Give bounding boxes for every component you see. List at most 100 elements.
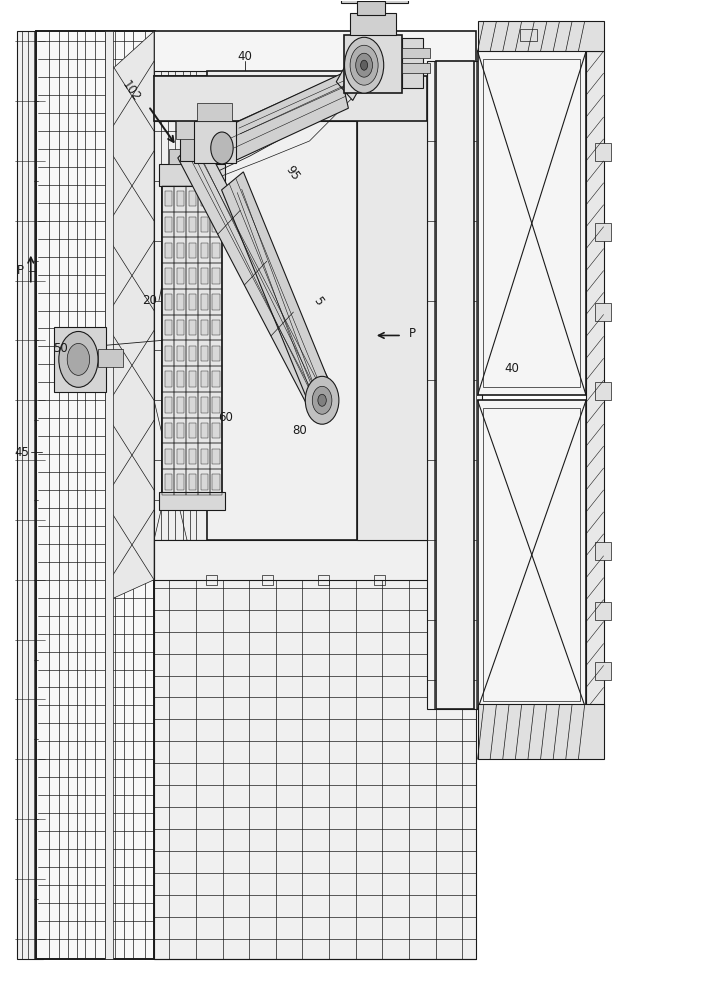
- Bar: [174, 366, 186, 392]
- Bar: [176, 474, 184, 490]
- Bar: [176, 320, 184, 335]
- Circle shape: [59, 331, 98, 387]
- Bar: [483, 59, 581, 387]
- Circle shape: [312, 386, 332, 414]
- Bar: [162, 263, 174, 289]
- Bar: [436, 61, 474, 709]
- Bar: [198, 263, 210, 289]
- Polygon shape: [110, 31, 154, 600]
- Text: 60: 60: [219, 411, 233, 424]
- Bar: [212, 191, 219, 206]
- Bar: [200, 474, 207, 490]
- Bar: [595, 602, 611, 620]
- Bar: [186, 289, 198, 315]
- Bar: [186, 340, 198, 366]
- Bar: [176, 243, 184, 258]
- Bar: [162, 212, 174, 237]
- Text: 40: 40: [238, 50, 252, 63]
- Bar: [477, 400, 586, 709]
- Circle shape: [344, 37, 384, 93]
- Bar: [212, 474, 219, 490]
- Bar: [165, 346, 172, 361]
- Bar: [586, 51, 604, 709]
- Bar: [198, 443, 210, 469]
- Bar: [188, 191, 195, 206]
- Bar: [162, 315, 174, 340]
- Polygon shape: [232, 185, 321, 396]
- Bar: [357, 1, 385, 15]
- Bar: [212, 397, 219, 413]
- Bar: [186, 418, 198, 443]
- Bar: [174, 186, 186, 212]
- Bar: [105, 31, 113, 959]
- Bar: [198, 340, 210, 366]
- Polygon shape: [37, 31, 155, 959]
- Bar: [210, 289, 222, 315]
- Bar: [174, 418, 186, 443]
- Bar: [188, 294, 195, 310]
- Bar: [210, 315, 222, 340]
- Bar: [200, 191, 207, 206]
- Bar: [520, 29, 537, 41]
- Bar: [186, 263, 198, 289]
- Bar: [210, 469, 222, 495]
- Bar: [176, 423, 184, 438]
- Bar: [174, 237, 186, 263]
- Bar: [344, 35, 402, 93]
- Bar: [188, 346, 195, 361]
- Bar: [198, 366, 210, 392]
- Bar: [174, 315, 186, 340]
- Bar: [186, 469, 198, 495]
- Bar: [198, 186, 210, 212]
- Bar: [162, 289, 174, 315]
- Bar: [595, 303, 611, 320]
- Bar: [200, 371, 207, 387]
- Bar: [188, 371, 195, 387]
- Bar: [162, 340, 174, 366]
- Bar: [162, 237, 174, 263]
- Bar: [176, 449, 184, 464]
- Bar: [200, 243, 207, 258]
- Circle shape: [305, 376, 339, 424]
- Bar: [200, 449, 207, 464]
- Bar: [162, 469, 174, 495]
- Bar: [188, 217, 195, 232]
- Text: 45: 45: [15, 446, 30, 459]
- Bar: [198, 237, 210, 263]
- Bar: [212, 320, 219, 335]
- Bar: [210, 443, 222, 469]
- Bar: [212, 371, 219, 387]
- Bar: [200, 423, 207, 438]
- Bar: [174, 469, 186, 495]
- Bar: [194, 121, 236, 163]
- Bar: [176, 191, 184, 206]
- Bar: [198, 392, 210, 418]
- Bar: [207, 71, 357, 540]
- Bar: [402, 48, 430, 58]
- Bar: [154, 76, 427, 121]
- Bar: [427, 61, 482, 709]
- Bar: [210, 212, 222, 237]
- Bar: [350, 13, 396, 35]
- Bar: [402, 38, 423, 88]
- Bar: [186, 186, 198, 212]
- Bar: [174, 340, 186, 366]
- Bar: [210, 186, 222, 212]
- Bar: [169, 149, 215, 164]
- Bar: [162, 392, 174, 418]
- Text: 80: 80: [292, 424, 307, 437]
- Bar: [198, 103, 233, 121]
- Bar: [165, 474, 172, 490]
- Text: P: P: [409, 327, 416, 340]
- Bar: [174, 263, 186, 289]
- Bar: [198, 212, 210, 237]
- Polygon shape: [228, 74, 349, 160]
- Bar: [165, 294, 172, 310]
- Bar: [176, 268, 184, 284]
- Circle shape: [67, 343, 89, 375]
- Bar: [200, 320, 207, 335]
- Bar: [54, 327, 106, 392]
- Circle shape: [318, 394, 326, 406]
- Bar: [165, 217, 172, 232]
- Text: 20: 20: [142, 294, 157, 307]
